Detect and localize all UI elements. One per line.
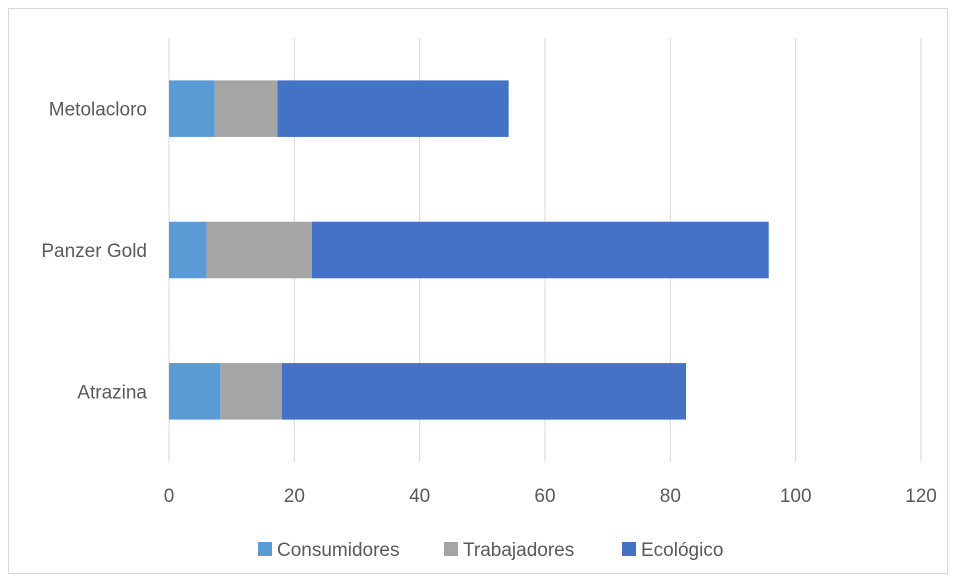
bar-panzer-gold-consumidores bbox=[169, 221, 207, 279]
y-category-label: Panzer Gold bbox=[41, 241, 147, 262]
bar-panzer-gold-trabajadores bbox=[206, 221, 312, 279]
x-tick-label: 80 bbox=[660, 486, 681, 507]
y-category-label: Metolacloro bbox=[49, 100, 147, 121]
legend-swatch bbox=[444, 542, 458, 556]
y-axis-category-labels: Metolacloro Panzer Gold Atrazina bbox=[41, 100, 147, 404]
y-category-label: Atrazina bbox=[77, 382, 147, 403]
x-tick-label: 40 bbox=[409, 486, 430, 507]
bar-atrazina-trabajadores bbox=[220, 363, 282, 420]
x-tick-label: 20 bbox=[284, 486, 305, 507]
legend-label: Consumidores bbox=[277, 540, 400, 561]
x-tick-label: 100 bbox=[780, 486, 812, 507]
legend-label: Ecológico bbox=[641, 540, 723, 561]
legend-swatch bbox=[258, 542, 272, 556]
x-tick-label: 60 bbox=[534, 486, 555, 507]
bar-metolacloro-trabajadores bbox=[214, 80, 278, 137]
x-tick-label: 0 bbox=[164, 486, 175, 507]
legend-label: Trabajadores bbox=[463, 540, 574, 561]
bars bbox=[169, 80, 769, 420]
legend-swatch bbox=[622, 542, 636, 556]
bar-panzer-gold-ecol-gico bbox=[311, 221, 769, 279]
x-axis-tick-labels: 0 20 40 60 80 100 120 bbox=[164, 486, 937, 507]
bar-atrazina-consumidores bbox=[169, 363, 221, 420]
legend: Consumidores Trabajadores Ecológico bbox=[258, 540, 723, 561]
bar-atrazina-ecol-gico bbox=[281, 363, 686, 420]
x-tick-label: 120 bbox=[905, 486, 937, 507]
bar-metolacloro-ecol-gico bbox=[277, 80, 509, 137]
bar-metolacloro-consumidores bbox=[169, 80, 215, 137]
